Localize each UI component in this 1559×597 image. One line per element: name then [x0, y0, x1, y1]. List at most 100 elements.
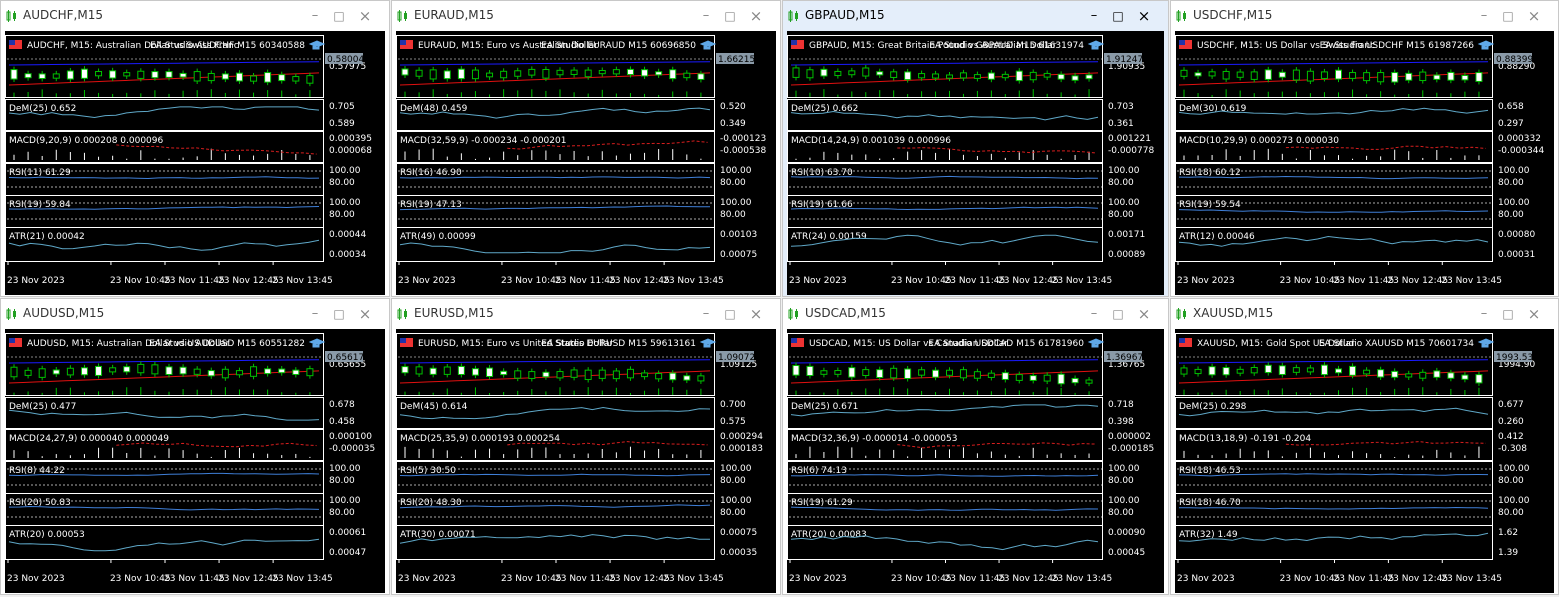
candle — [306, 75, 314, 84]
chart-window-eurusd[interactable]: EURUSD,M15 – □ × EURUSD, M15: Euro vs United… — [391, 298, 781, 595]
one-click-trading-icon[interactable] — [1477, 338, 1495, 348]
candle — [1419, 371, 1427, 379]
minimize-icon[interactable]: – — [1090, 8, 1098, 23]
one-click-trading-icon[interactable] — [699, 338, 717, 348]
candle — [1447, 372, 1455, 379]
candle — [1085, 379, 1093, 384]
maximize-icon[interactable]: □ — [724, 9, 736, 23]
minimize-icon[interactable]: – — [311, 306, 319, 321]
indicator-scale-high: 0.718 — [1108, 400, 1134, 410]
candle — [556, 69, 564, 76]
maximize-icon[interactable]: □ — [1112, 307, 1124, 321]
price-chart[interactable]: XAUUSD, M15: Gold Spot US Dollar EA Studi… — [1175, 329, 1554, 593]
time-axis-label: 23 Nov 11:45 — [945, 276, 1006, 286]
indicator-line — [790, 175, 1099, 180]
price-chart[interactable]: AUDCHF, M15: Australian Dollar vs Swiss … — [5, 31, 385, 295]
window-titlebar[interactable]: USDCAD,M15 – □ × — [783, 299, 1168, 329]
candle — [904, 368, 912, 379]
close-icon[interactable]: × — [358, 7, 372, 25]
flag-icon — [9, 338, 22, 347]
maximize-icon[interactable]: □ — [1502, 307, 1514, 321]
candle — [806, 69, 814, 79]
close-icon[interactable]: × — [1137, 7, 1151, 25]
one-click-trading-icon[interactable] — [1087, 338, 1105, 348]
close-icon[interactable]: × — [1527, 7, 1541, 25]
window-titlebar[interactable]: EURUSD,M15 – □ × — [392, 299, 780, 329]
chart-canvas[interactable]: USDCHF, M15: US Dollar vs Swiss FrancEA … — [1175, 31, 1554, 295]
one-click-trading-icon[interactable] — [1477, 40, 1495, 50]
price-chart[interactable]: EURUSD, M15: Euro vs United States Dolla… — [396, 329, 776, 593]
window-titlebar[interactable]: GBPAUD,M15 – □ × — [783, 1, 1168, 31]
one-click-trading-icon[interactable] — [308, 40, 326, 50]
maximize-icon[interactable]: □ — [333, 307, 345, 321]
chart-window-audchf[interactable]: AUDCHF,M15 – □ × AUDCHF, M15: Australian Dol… — [0, 0, 390, 297]
close-icon[interactable]: × — [1137, 305, 1151, 323]
candle — [443, 366, 451, 375]
candle — [1377, 369, 1385, 378]
indicator-scale-high: 0.520 — [720, 102, 746, 112]
chart-canvas[interactable]: EURAUD, M15: Euro vs Australian DollarEA… — [396, 31, 776, 295]
chart-window-xauusd[interactable]: XAUUSD,M15 – □ × XAUUSD, M15: Gold Spot US D… — [1170, 298, 1559, 595]
price-chart[interactable]: EURAUD, M15: Euro vs Australian Dollar EA… — [396, 31, 776, 295]
price-chart[interactable]: USDCHF, M15: US Dollar vs Swiss Franc EA … — [1175, 31, 1554, 295]
indicator-scale-high: 100.00 — [1498, 464, 1530, 474]
chart-window-gbpaud[interactable]: GBPAUD,M15 – □ × GBPAUD, M15: Great Britain … — [782, 0, 1169, 297]
one-click-trading-icon[interactable] — [1087, 40, 1105, 50]
price-scale-tick: 1.36765 — [1108, 360, 1145, 370]
chart-window-usdchf[interactable]: USDCHF,M15 – □ × USDCHF, M15: US Dollar vs S… — [1170, 0, 1559, 297]
maximize-icon[interactable]: □ — [333, 9, 345, 23]
indicator-label: RSI(18) 60.12 — [1179, 168, 1241, 178]
indicator-line — [399, 534, 710, 544]
chart-canvas[interactable]: AUDUSD, M15: Australian Dollar vs US Dol… — [5, 329, 385, 593]
chart-canvas[interactable]: EURUSD, M15: Euro vs United States Dolla… — [396, 329, 776, 593]
maximize-icon[interactable]: □ — [724, 307, 736, 321]
close-icon[interactable]: × — [358, 305, 372, 323]
current-price-box — [1494, 53, 1532, 64]
price-chart[interactable]: GBPAUD, M15: Great Britain Pound vs Aust… — [787, 31, 1164, 295]
indicator-label: ATR(30) 0.00071 — [400, 530, 476, 540]
minimize-icon[interactable]: – — [1480, 8, 1488, 23]
indicator-scale-low: 80.00 — [1498, 508, 1524, 518]
indicator-scale-low: 0.349 — [720, 119, 746, 129]
price-chart[interactable]: USDCAD, M15: US Dollar vs Canadian Dolla… — [787, 329, 1164, 593]
chart-window-euraud[interactable]: EURAUD,M15 – □ × EURAUD, M15: Euro vs Austra… — [391, 0, 781, 297]
chart-canvas[interactable]: GBPAUD, M15: Great Britain Pound vs Aust… — [787, 31, 1164, 295]
one-click-trading-icon[interactable] — [699, 40, 717, 50]
indicator-line — [1178, 532, 1489, 542]
ma-fast-line — [399, 359, 711, 364]
minimize-icon[interactable]: – — [1090, 306, 1098, 321]
indicator-label: DeM(30) 0.619 — [1179, 104, 1247, 114]
window-titlebar[interactable]: AUDCHF,M15 – □ × — [1, 1, 389, 31]
candle — [1001, 372, 1009, 380]
minimize-icon[interactable]: – — [702, 8, 710, 23]
candle — [1292, 69, 1300, 81]
one-click-trading-icon[interactable] — [308, 338, 326, 348]
close-icon[interactable]: × — [749, 7, 763, 25]
candle — [10, 69, 18, 80]
close-icon[interactable]: × — [749, 305, 763, 323]
indicator-pane-frame — [787, 429, 1103, 461]
minimize-icon[interactable]: – — [702, 306, 710, 321]
window-titlebar[interactable]: USDCHF,M15 – □ × — [1171, 1, 1558, 31]
minimize-icon[interactable]: – — [1480, 306, 1488, 321]
window-titlebar[interactable]: EURAUD,M15 – □ × — [392, 1, 780, 31]
ea-studio-label: EA Studio EURUSD M15 59613161 — [541, 339, 696, 349]
candle — [792, 365, 800, 376]
window-title: EURAUD,M15 — [414, 8, 494, 22]
price-chart[interactable]: AUDUSD, M15: Australian Dollar vs US Dol… — [5, 329, 385, 593]
indicator-pane-frame — [5, 131, 324, 163]
close-icon[interactable]: × — [1527, 305, 1541, 323]
minimize-icon[interactable]: – — [311, 8, 319, 23]
chart-canvas[interactable]: USDCAD, M15: US Dollar vs Canadian Dolla… — [787, 329, 1164, 593]
indicator-scale-high: 0.00061 — [329, 528, 366, 538]
window-titlebar[interactable]: AUDUSD,M15 – □ × — [1, 299, 389, 329]
flag-canton — [400, 338, 406, 343]
chart-window-usdcad[interactable]: USDCAD,M15 – □ × USDCAD, M15: US Dollar vs C… — [782, 298, 1169, 595]
chart-window-audusd[interactable]: AUDUSD,M15 – □ × AUDUSD, M15: Australian Dol… — [0, 298, 390, 595]
maximize-icon[interactable]: □ — [1112, 9, 1124, 23]
maximize-icon[interactable]: □ — [1502, 9, 1514, 23]
window-titlebar[interactable]: XAUUSD,M15 – □ × — [1171, 299, 1558, 329]
indicator-label: MACD(32,59,9) -0.000234 -0.000201 — [400, 136, 566, 146]
chart-canvas[interactable]: AUDCHF, M15: Australian Dollar vs Swiss … — [5, 31, 385, 295]
